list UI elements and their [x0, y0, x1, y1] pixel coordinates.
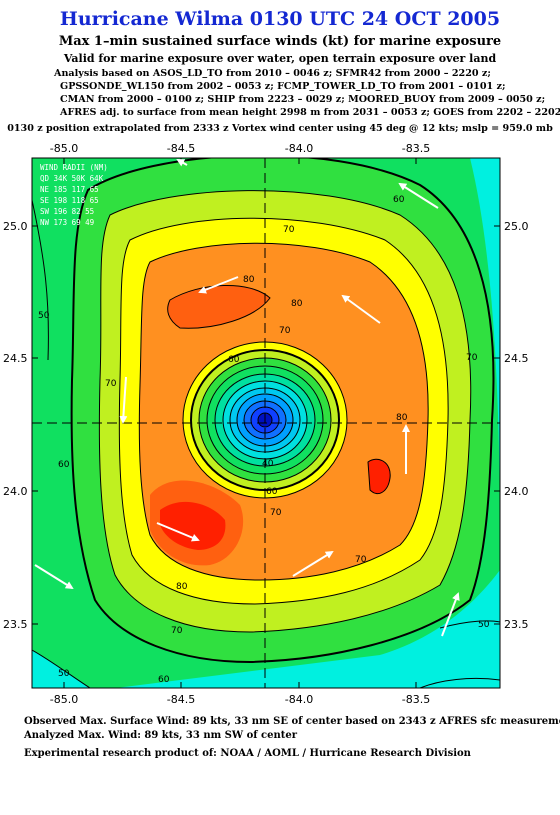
lon-label-bottom-1: -85.0: [50, 693, 78, 706]
contour-label: 70: [283, 225, 295, 235]
radii-ne: NE 185 117 65: [40, 185, 99, 194]
contour-label: 80: [243, 275, 255, 285]
contour-label: 50: [58, 669, 70, 679]
contour-label: 60: [58, 460, 70, 470]
analysis-line-1: Analysis based on ASOS_LD_TO from 2010 –…: [54, 68, 491, 79]
lat-label-right-4: 23.5: [504, 618, 529, 631]
contour-label: 60: [228, 355, 240, 365]
contour-label: 50: [478, 620, 490, 630]
lat-label-left-3: 24.0: [3, 485, 28, 498]
inner-80-north: [167, 284, 271, 329]
contour-label: 40: [262, 459, 274, 469]
wind-arrow: [176, 159, 188, 167]
radii-columns: QD 34K 50K 64K: [40, 174, 104, 183]
lon-label-bottom-4: -83.5: [402, 693, 430, 706]
wind-arrow: [292, 550, 334, 577]
peak-wind-southwest: [160, 501, 226, 550]
wind-arrow: [398, 182, 439, 209]
contour-label: 80: [396, 413, 408, 423]
map-subtitle: Max 1–min sustained surface winds (kt) f…: [58, 34, 502, 49]
lon-label-top-2: -84.5: [167, 142, 195, 155]
wind-arrow: [156, 522, 200, 542]
wind-arrow: [198, 276, 239, 294]
lon-ticks: [32, 158, 500, 688]
position-note: 0130 z position extrapolated from 2333 z…: [7, 123, 553, 134]
lat-label-left-1: 25.0: [3, 220, 28, 233]
contour-label: 70: [355, 555, 367, 565]
wind-radii-table: WIND RADII (NM) QD 34K 50K 64K NE 185 11…: [40, 163, 108, 227]
contour-label: 60: [158, 675, 170, 685]
lat-label-right-1: 25.0: [504, 220, 529, 233]
wind-arrow: [441, 592, 460, 637]
lon-label-top-4: -83.5: [402, 142, 430, 155]
lat-lon-grid: [32, 158, 500, 688]
contour-label: 80: [291, 299, 303, 309]
lat-label-right-2: 24.5: [504, 352, 529, 365]
wind-arrow: [34, 564, 74, 590]
contour-label: 70: [270, 508, 282, 518]
lon-label-top-3: -84.0: [285, 142, 313, 155]
contour-label: 70: [466, 353, 478, 363]
radii-header: WIND RADII (NM): [40, 163, 108, 172]
analyzed-max-wind: Analyzed Max. Wind: 89 kts, 33 nm SW of …: [24, 730, 298, 741]
analysis-line-3: CMAN from 2000 – 0100 z; SHIP from 2223 …: [60, 94, 546, 105]
wind-arrow: [119, 376, 128, 424]
exposure-note: Valid for marine exposure over water, op…: [63, 52, 497, 65]
contour-value-labels: 70 80 80 70 60 70 80 70 60 70 50 50 60 6…: [38, 195, 490, 685]
peak-wind-east: [367, 458, 391, 494]
lat-label-left-4: 23.5: [3, 618, 28, 631]
contour-label: 70: [279, 326, 291, 336]
contour-label: 70: [171, 626, 183, 636]
contour-label: 80: [176, 582, 188, 592]
map-frame: [31, 157, 501, 689]
contour-label: 60: [393, 195, 405, 205]
contour-label: 70: [105, 379, 117, 389]
map-title: Hurricane Wilma 0130 UTC 24 OCT 2005: [59, 8, 501, 30]
wind-arrow: [341, 294, 381, 324]
lon-label-bottom-2: -84.5: [167, 693, 195, 706]
lon-label-top-1: -85.0: [50, 142, 78, 155]
radii-se: SE 198 118 65: [40, 196, 99, 205]
lat-label-right-3: 24.0: [504, 485, 529, 498]
wind-direction-arrows: [34, 159, 460, 637]
observed-max-wind: Observed Max. Surface Wind: 89 kts, 33 n…: [24, 716, 560, 727]
analysis-line-4: AFRES adj. to surface from mean height 2…: [60, 107, 560, 118]
radii-nw: NW 173 69 49: [40, 218, 94, 227]
contour-label: 50: [38, 311, 50, 321]
axis-labels: -85.0 -84.5 -84.0 -83.5 -85.0 -84.5 -84.…: [3, 142, 529, 706]
credit-line: Experimental research product of: NOAA /…: [24, 748, 471, 759]
analysis-line-2: GPSSONDE_WL150 from 2002 – 0053 z; FCMP_…: [60, 81, 506, 92]
contour-label: 60: [266, 487, 278, 497]
radii-sw: SW 196 82 55: [40, 207, 94, 216]
lat-label-left-2: 24.5: [3, 352, 28, 365]
lon-label-bottom-3: -84.0: [285, 693, 313, 706]
